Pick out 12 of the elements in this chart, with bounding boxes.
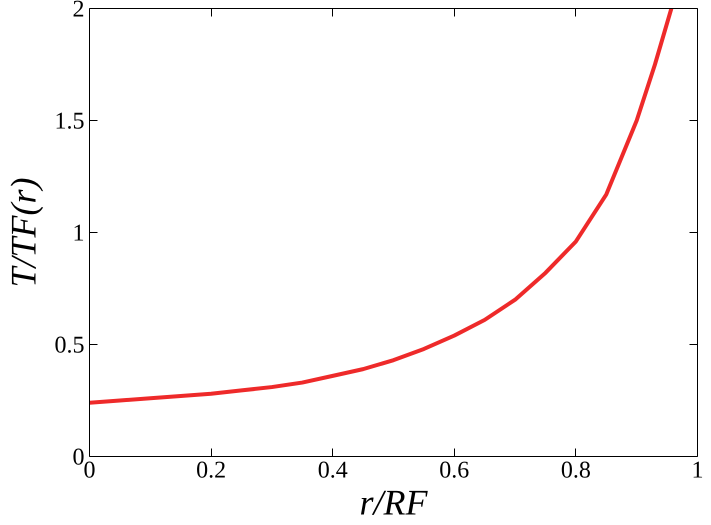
x-tick-label: 1 xyxy=(692,458,704,484)
x-tick-label: 0.4 xyxy=(318,458,348,484)
y-tick-label: 0.5 xyxy=(54,332,84,358)
y-axis-title: T/TF(r) xyxy=(4,177,44,288)
line-series xyxy=(90,8,674,405)
x-tick-label: 0.8 xyxy=(560,458,591,484)
x-tick-label: 0.6 xyxy=(439,458,470,484)
y-tick-label: 1 xyxy=(72,220,84,246)
x-axis-title: r/RF xyxy=(360,482,429,522)
x-tick-label: 0.2 xyxy=(196,458,226,484)
y-tick-label: 2 xyxy=(72,0,84,22)
y-tick-label: 1.5 xyxy=(54,108,84,134)
